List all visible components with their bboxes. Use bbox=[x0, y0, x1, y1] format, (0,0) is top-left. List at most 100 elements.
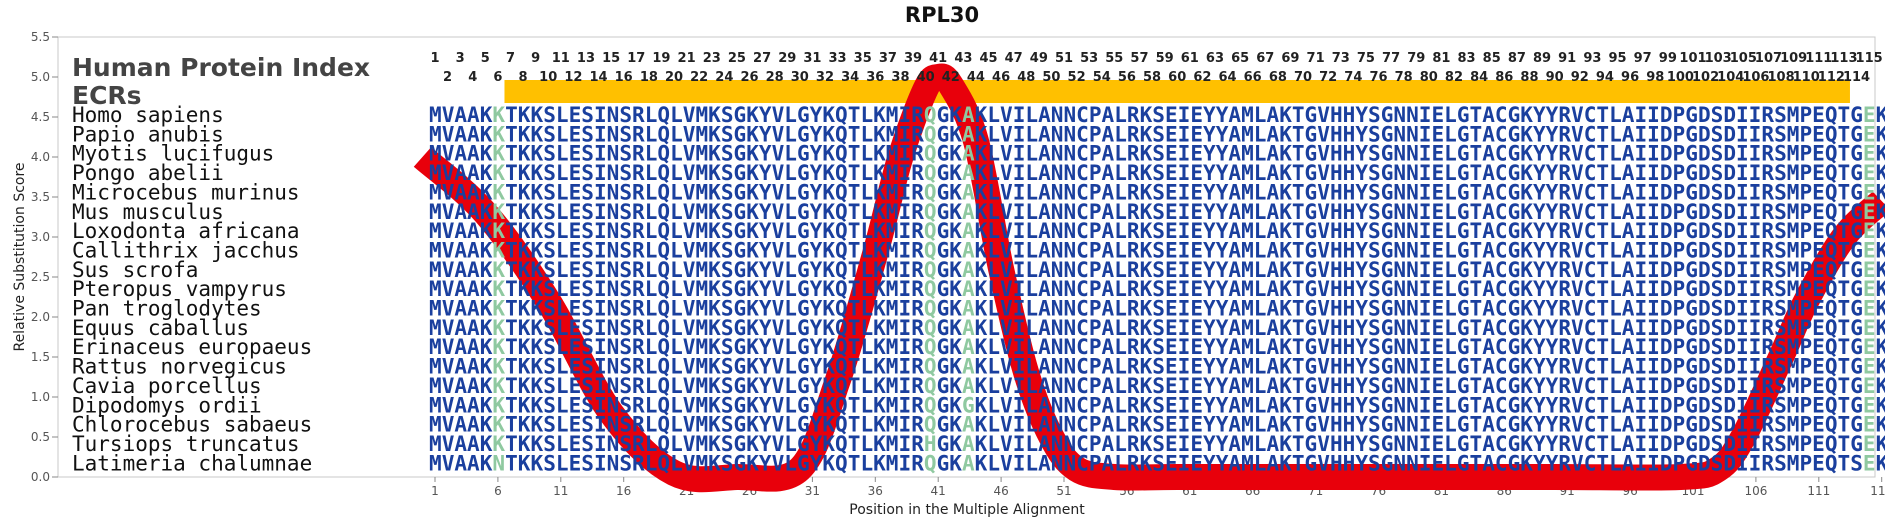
residue: G bbox=[1381, 219, 1394, 243]
residue: E bbox=[569, 180, 582, 204]
residue: S bbox=[721, 122, 734, 146]
residue: G bbox=[797, 180, 810, 204]
residue: Y bbox=[810, 297, 823, 321]
residue: K bbox=[1876, 374, 1885, 398]
residue: V bbox=[1000, 335, 1013, 359]
residue: Y bbox=[1533, 258, 1546, 282]
residue: Y bbox=[810, 393, 823, 417]
residue: G bbox=[1850, 142, 1863, 166]
residue: E bbox=[569, 277, 582, 301]
residue: V bbox=[1000, 258, 1013, 282]
residue: A bbox=[1266, 219, 1279, 243]
residue: G bbox=[797, 103, 810, 127]
residue: L bbox=[987, 277, 1000, 301]
residue: A bbox=[467, 103, 480, 127]
residue: M bbox=[1241, 297, 1254, 321]
residue: A bbox=[467, 238, 480, 262]
residue: P bbox=[1673, 200, 1686, 224]
residue: A bbox=[1102, 297, 1115, 321]
residue: L bbox=[1444, 238, 1457, 262]
residue: Q bbox=[924, 180, 937, 204]
residue: T bbox=[1596, 432, 1609, 456]
residue: K bbox=[708, 103, 721, 127]
residue: V bbox=[683, 219, 696, 243]
residue: S bbox=[721, 258, 734, 282]
residue: I bbox=[1013, 122, 1026, 146]
residue: Q bbox=[1825, 413, 1838, 437]
residue: D bbox=[1698, 355, 1711, 379]
residue: I bbox=[1419, 103, 1432, 127]
position-number: 74 bbox=[1344, 70, 1362, 85]
residue: P bbox=[1799, 451, 1812, 475]
residue: L bbox=[1114, 393, 1127, 417]
residue: A bbox=[1102, 200, 1115, 224]
residue: Y bbox=[810, 258, 823, 282]
residue: N bbox=[1063, 297, 1076, 321]
residue: T bbox=[1596, 374, 1609, 398]
residue: D bbox=[1723, 142, 1736, 166]
residue: G bbox=[1457, 277, 1470, 301]
residue: L bbox=[670, 277, 683, 301]
residue: G bbox=[1508, 277, 1521, 301]
residue: V bbox=[442, 180, 455, 204]
residue: N bbox=[1393, 103, 1406, 127]
residue: S bbox=[721, 355, 734, 379]
residue: E bbox=[1190, 316, 1203, 340]
residue: A bbox=[467, 219, 480, 243]
residue: H bbox=[1343, 316, 1356, 340]
residue: Q bbox=[835, 393, 848, 417]
residue: Q bbox=[657, 413, 670, 437]
residue: I bbox=[1419, 180, 1432, 204]
residue: V bbox=[1317, 161, 1330, 185]
residue: S bbox=[543, 103, 556, 127]
residue: V bbox=[683, 277, 696, 301]
residue: S bbox=[1711, 219, 1724, 243]
residue: E bbox=[569, 316, 582, 340]
residue: M bbox=[1787, 413, 1800, 437]
position-number: 79 bbox=[1407, 51, 1425, 66]
residue: T bbox=[848, 219, 861, 243]
residue: H bbox=[1330, 432, 1343, 456]
residue: P bbox=[1673, 277, 1686, 301]
residue: Y bbox=[1355, 258, 1368, 282]
residue: K bbox=[518, 432, 531, 456]
residue: E bbox=[1190, 180, 1203, 204]
residue: S bbox=[1774, 335, 1787, 359]
residue: I bbox=[1013, 335, 1026, 359]
residue: E bbox=[1863, 393, 1876, 417]
residue: C bbox=[1076, 413, 1089, 437]
residue: G bbox=[1685, 180, 1698, 204]
residue: Y bbox=[1533, 180, 1546, 204]
residue: Y bbox=[1216, 432, 1229, 456]
residue: D bbox=[1723, 200, 1736, 224]
residue: I bbox=[1634, 413, 1647, 437]
residue: N bbox=[1051, 432, 1064, 456]
residue: S bbox=[1711, 238, 1724, 262]
residue: S bbox=[1711, 103, 1724, 127]
residue: Y bbox=[759, 335, 772, 359]
residue: I bbox=[594, 219, 607, 243]
residue: L bbox=[1025, 219, 1038, 243]
residue: K bbox=[1520, 122, 1533, 146]
residue: A bbox=[1228, 238, 1241, 262]
residue: A bbox=[1266, 258, 1279, 282]
residue: K bbox=[531, 393, 544, 417]
residue: I bbox=[1749, 297, 1762, 321]
residue: V bbox=[683, 258, 696, 282]
residue: D bbox=[1698, 122, 1711, 146]
residue: V bbox=[683, 200, 696, 224]
residue: L bbox=[1114, 122, 1127, 146]
residue: L bbox=[645, 393, 658, 417]
residue: A bbox=[1622, 335, 1635, 359]
residue: E bbox=[1863, 122, 1876, 146]
residue: R bbox=[1127, 297, 1140, 321]
residue: S bbox=[1774, 432, 1787, 456]
residue: L bbox=[670, 413, 683, 437]
residue: H bbox=[1343, 355, 1356, 379]
sequence-row: MVAAKKTKKSLESINSRLQLVMKSGKYVLGYKQTLKMIRQ… bbox=[429, 200, 1885, 224]
residue: M bbox=[1241, 374, 1254, 398]
residue: G bbox=[1381, 316, 1394, 340]
residue: Y bbox=[1533, 432, 1546, 456]
residue: L bbox=[1025, 161, 1038, 185]
residue: S bbox=[619, 374, 632, 398]
